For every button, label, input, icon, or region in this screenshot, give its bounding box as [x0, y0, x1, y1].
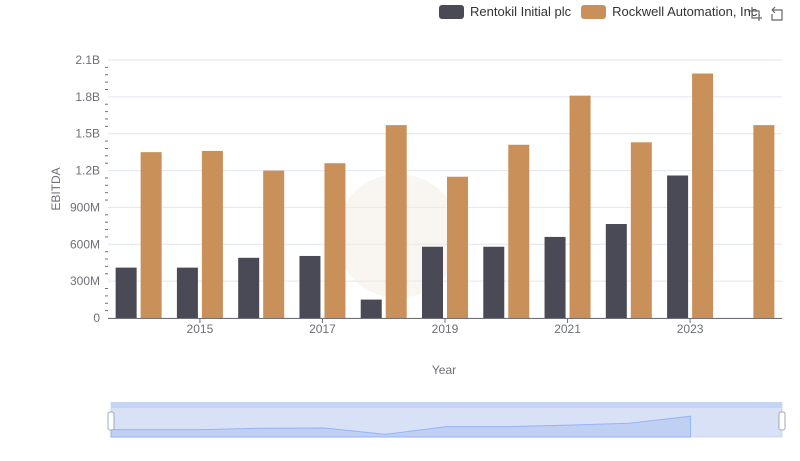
legend-swatch-rentokil [439, 4, 464, 19]
y-tick-label: 1.5B [75, 127, 100, 141]
bar-rentokil-2014[interactable] [115, 267, 137, 318]
bar-rentokil-2019[interactable] [422, 246, 443, 318]
y-tick-label: 900M [70, 200, 100, 214]
y-tick-label: 2.1B [75, 53, 100, 67]
bar-rockwell-2024[interactable] [753, 125, 775, 318]
bar-rentokil-2021[interactable] [544, 236, 566, 318]
legend-swatch-rockwell [581, 4, 607, 19]
bar-rockwell-2020[interactable] [508, 144, 530, 318]
x-tick-label: 2019 [432, 322, 459, 336]
legend-label-rentokil: Rentokil Initial plc [470, 4, 572, 19]
y-tick-label: 1.2B [75, 164, 100, 178]
data-zoom-slider[interactable] [107, 402, 786, 438]
y-tick-label: 1.8B [75, 90, 100, 104]
zoom-preview-area [110, 415, 691, 438]
bar-rockwell-2018[interactable] [385, 125, 407, 318]
bar-rockwell-2014[interactable] [140, 152, 162, 318]
bar-rentokil-2016[interactable] [238, 257, 260, 318]
legend-item-rockwell[interactable]: Rockwell Automation, Inc. [581, 4, 761, 19]
bar-rentokil-2023[interactable] [667, 175, 689, 318]
restore-icon[interactable] [768, 6, 786, 24]
bar-rockwell-2017[interactable] [324, 163, 346, 318]
x-axis-ticks: 2015 2017 2019 2021 2023 [187, 318, 704, 336]
bar-rockwell-2023[interactable] [692, 73, 714, 318]
y-tick-label: 0 [93, 311, 100, 325]
legend-item-rentokil[interactable]: Rentokil Initial plc [439, 4, 571, 19]
bars-group [115, 73, 775, 318]
zoom-selected-range [111, 403, 782, 437]
y-tick-label: 300M [70, 274, 100, 288]
bar-rockwell-2016[interactable] [263, 170, 285, 318]
bar-rockwell-2021[interactable] [569, 95, 591, 318]
x-tick-label: 2015 [187, 322, 214, 336]
bar-rockwell-2019[interactable] [447, 176, 468, 318]
x-axis-title: Year [432, 363, 456, 377]
bar-rentokil-2020[interactable] [483, 246, 505, 318]
bar-rockwell-2015[interactable] [201, 150, 223, 318]
x-tick-label: 2021 [554, 322, 581, 336]
zoom-top-bar[interactable] [111, 402, 782, 408]
y-axis-ticks: 0 300M 600M 900M 1.2B 1.5B 1.8B 2.1B [70, 53, 108, 325]
bar-rockwell-2022[interactable] [630, 142, 652, 318]
y-tick-label: 600M [70, 237, 100, 251]
x-tick-label: 2023 [677, 322, 704, 336]
bar-rentokil-2018[interactable] [360, 299, 382, 318]
zoom-handle-right[interactable] [778, 411, 786, 431]
x-tick-label: 2017 [309, 322, 336, 336]
bar-rentokil-2015[interactable] [176, 267, 198, 318]
zoom-handle-left[interactable] [107, 411, 115, 431]
chart-toolbar [746, 6, 790, 24]
y-axis-title: EBITDA [49, 167, 63, 210]
bar-rentokil-2017[interactable] [299, 255, 321, 318]
legend-label-rockwell: Rockwell Automation, Inc. [612, 4, 762, 19]
legend: Rentokil Initial plc Rockwell Automation… [439, 4, 771, 19]
bar-rentokil-2022[interactable] [605, 224, 627, 318]
zoom-select-icon[interactable] [746, 6, 764, 24]
